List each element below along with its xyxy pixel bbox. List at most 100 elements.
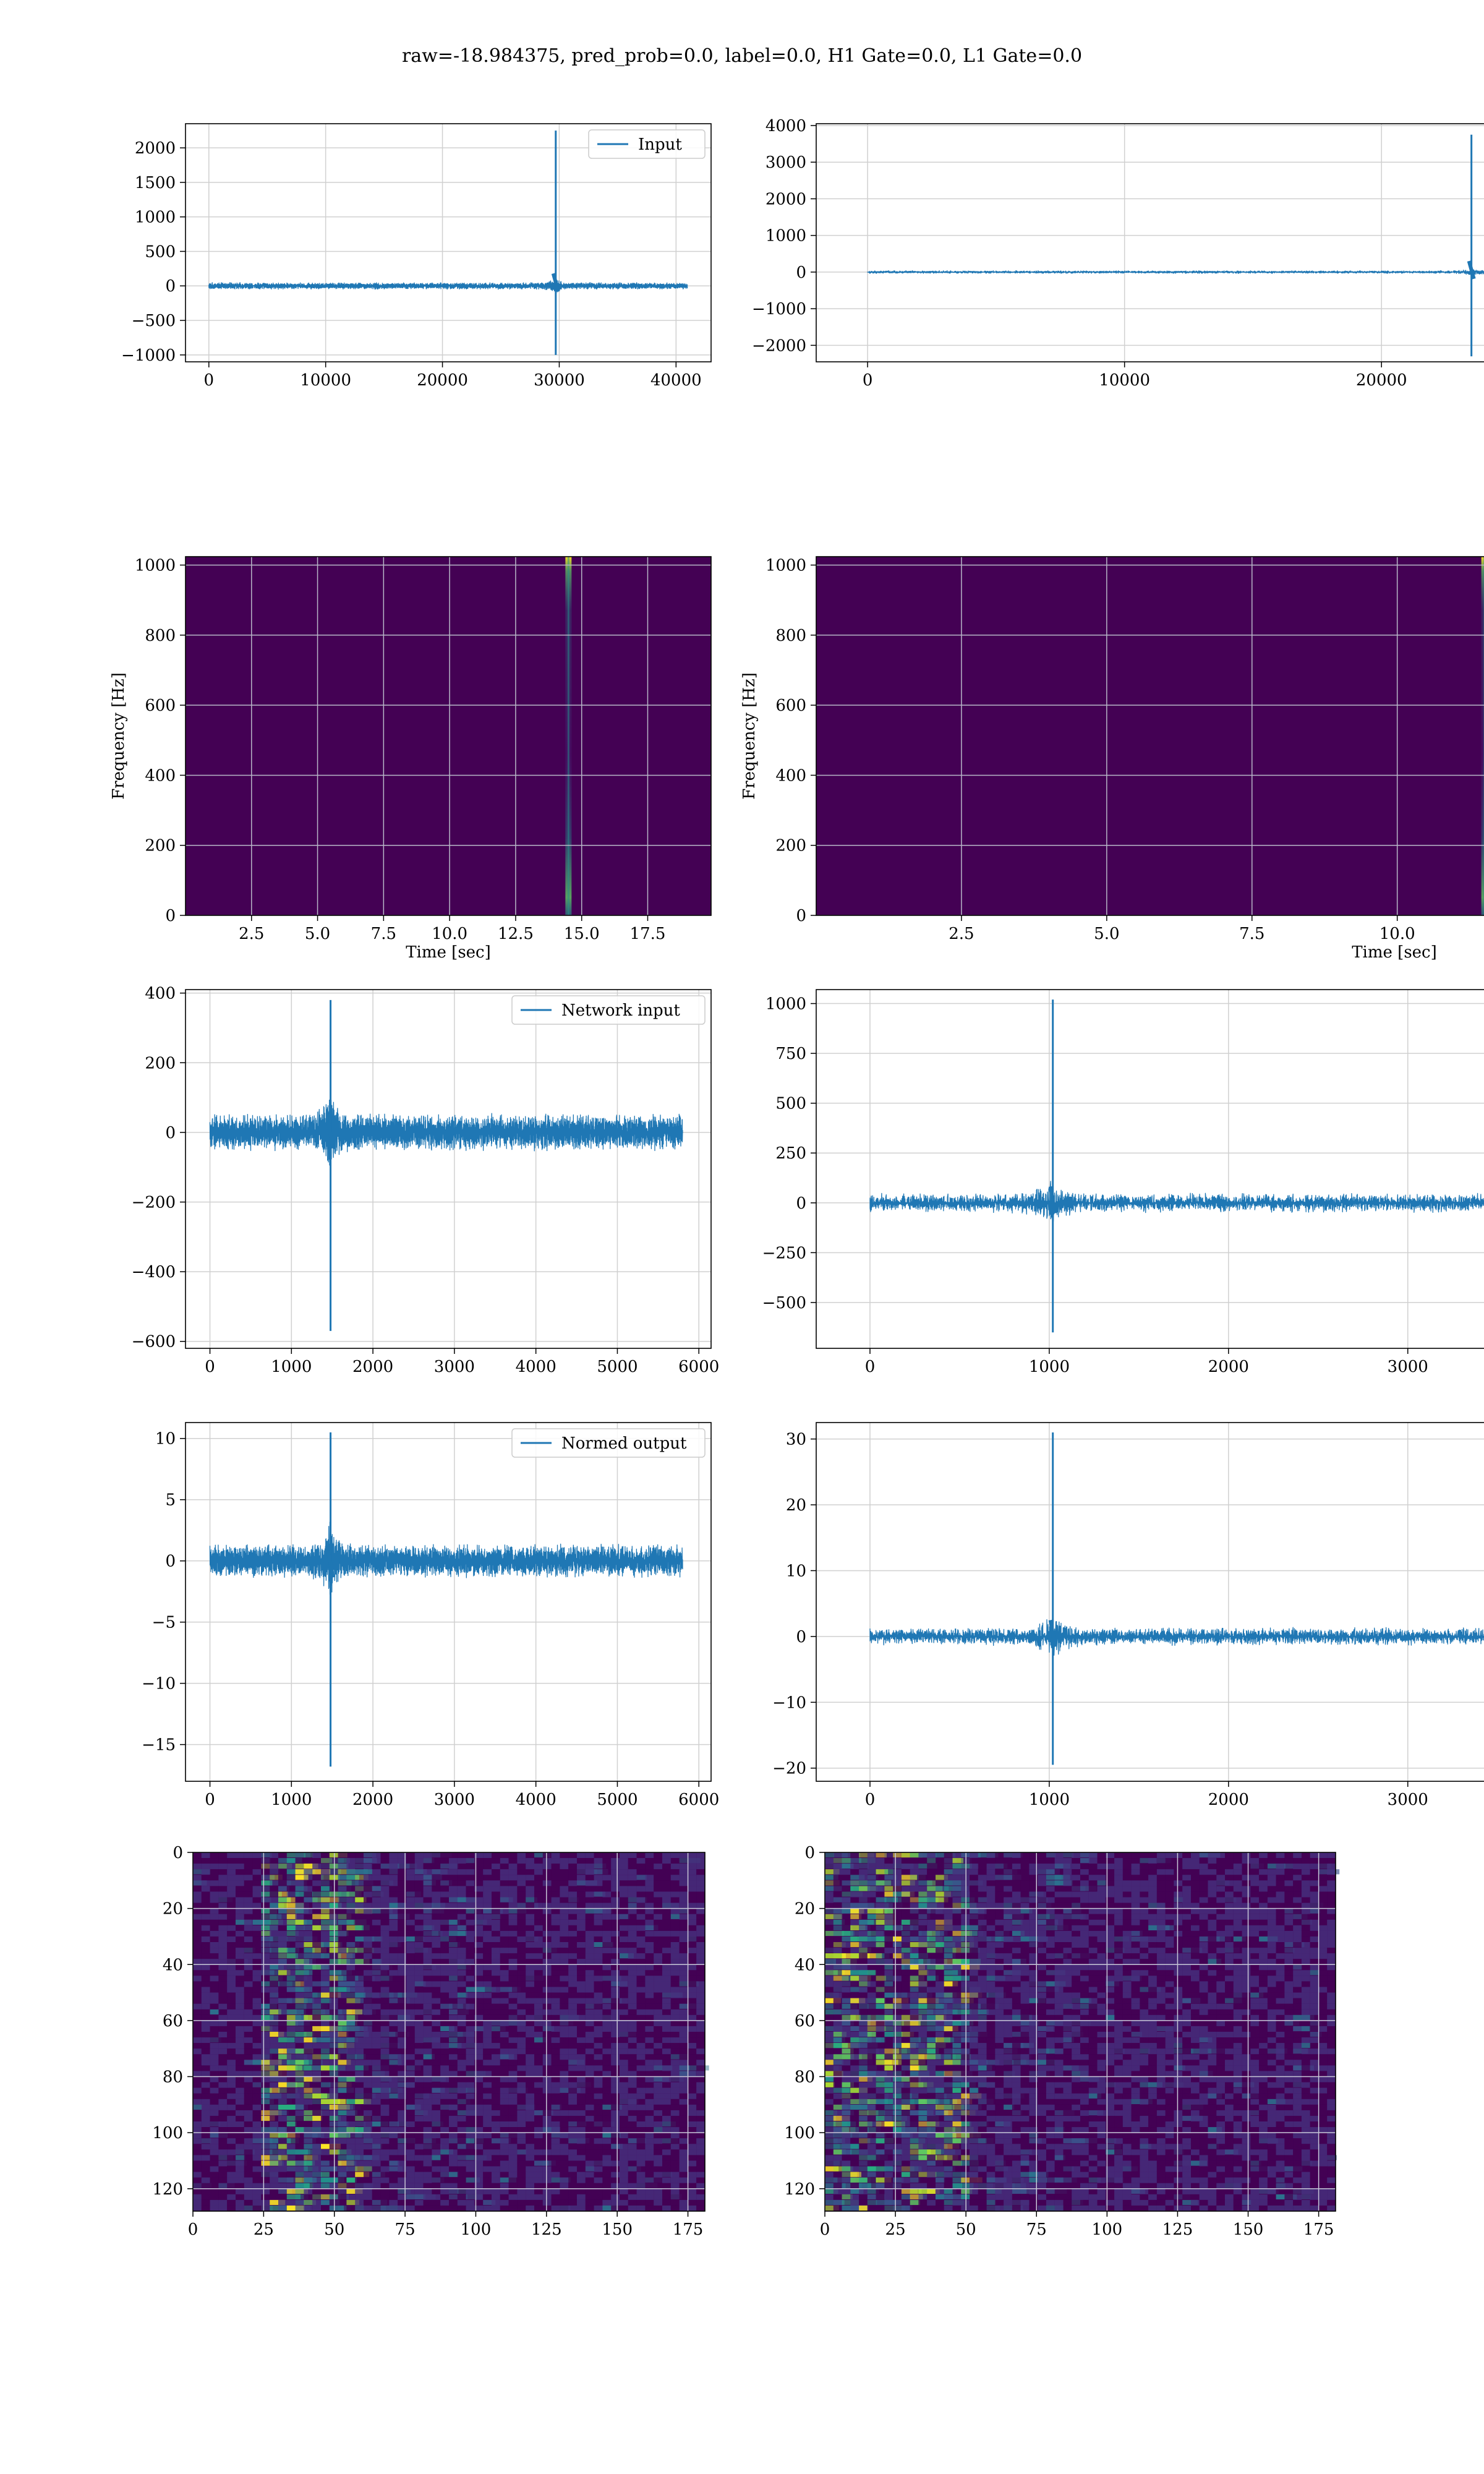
feat_l1-cell	[1267, 1858, 1276, 1864]
feat_h1-cell	[389, 1964, 398, 1971]
feat_h1-cell	[688, 2172, 697, 2178]
feat_l1-cell	[978, 1880, 987, 1886]
feat_h1-cell	[628, 1942, 637, 1948]
feat_h1-cell	[218, 2149, 228, 2155]
feat_h1-cell	[364, 2155, 380, 2160]
feat_l1-cell	[1122, 1914, 1132, 1920]
feat_h1-cell	[244, 2076, 253, 2082]
feat_h1-cell	[252, 2071, 262, 2077]
feat_h1-cell	[517, 1914, 526, 1920]
feat_h1-cell	[304, 2054, 313, 2060]
feat_h1-cell	[423, 1903, 432, 1909]
feat_h1-cell	[628, 1880, 637, 1886]
feat_h1-cell	[440, 1852, 449, 1859]
feat_h1-cell	[474, 2121, 484, 2128]
feat_h1-cell	[611, 1987, 620, 1993]
feat_h1-cell	[560, 2037, 569, 2044]
feat_h1-cell	[568, 2205, 577, 2211]
feat_l1-cell	[1174, 1880, 1183, 1886]
feat_h1-cell	[278, 2149, 287, 2155]
feat_h1-cell	[602, 1992, 612, 1998]
feat_h1-cell	[645, 1942, 654, 1948]
feat_l1-cell	[1276, 1875, 1285, 1881]
feat_h1-cell	[620, 1970, 628, 1976]
input_h1-panel: 0 10000 20000 30000 40000−1000−5000500100015…	[121, 123, 712, 390]
feat_h1-cell	[364, 2054, 372, 2060]
feat_h1-cell	[560, 1981, 569, 1987]
feat_h1-cell	[389, 2048, 398, 2055]
feat_h1-cell	[270, 2037, 278, 2044]
feat_h1-cell	[517, 1930, 526, 1937]
feat_l1-cell	[1327, 1864, 1336, 1870]
feat_h1-cell	[688, 2188, 697, 2194]
feat_h1-cell	[432, 2166, 441, 2172]
feat_l1-cell	[1080, 1858, 1090, 1864]
feat_l1-cell	[1191, 1858, 1200, 1864]
feat_l1-cell	[986, 1908, 996, 1914]
feat_l1-cell	[952, 1858, 963, 1864]
feat_h1-cell	[440, 1919, 457, 1925]
feat_h1-cell	[662, 2003, 671, 2010]
feat_h1-cell	[696, 2104, 705, 2110]
feat_h1-cell	[244, 1925, 253, 1931]
feat_l1-cell	[1250, 1897, 1260, 1903]
feat_l1-cell	[1293, 1875, 1302, 1881]
feat_h1-cell	[670, 1858, 680, 1864]
feat_h1-cell	[227, 2183, 236, 2189]
feat_h1-cell	[398, 2194, 406, 2200]
feat_h1-cell	[645, 1987, 654, 1993]
feat_h1-cell	[380, 2032, 396, 2037]
feat_h1-cell	[500, 1953, 509, 1959]
feat_h1-cell	[321, 2020, 330, 2026]
feat_h1-cell	[346, 2104, 361, 2110]
feat_h1-cell	[236, 2032, 244, 2038]
feat_h1-cell	[406, 2060, 415, 2066]
feat_h1-cell	[688, 1852, 697, 1859]
feat_h1-cell	[517, 1970, 526, 1976]
feat_h1-cell	[577, 1975, 586, 1982]
feat_l1-cell	[1148, 1908, 1157, 1914]
feat_l1-cell	[1106, 1869, 1115, 1875]
feat_h1-cell	[304, 1864, 318, 1869]
feat_h1-cell	[193, 2093, 202, 2099]
feat_h1-cell	[227, 1992, 236, 1998]
feat_h1-cell	[201, 2043, 210, 2049]
feat_h1-cell	[286, 2082, 297, 2087]
feat_h1-cell	[500, 1875, 509, 1881]
feat_h1-cell	[611, 1942, 620, 1948]
feat_h1-cell	[602, 2054, 612, 2060]
feat_l1-cell	[1046, 1886, 1055, 1892]
feat_l1-cell	[1182, 1858, 1191, 1864]
feat_h1-cell	[517, 1953, 526, 1959]
feat_h1-cell	[372, 2043, 381, 2049]
feat_h1-cell	[193, 2127, 202, 2133]
feat_h1-cell	[252, 2172, 262, 2178]
feat_h1-cell	[321, 1998, 331, 2003]
feat_h1-cell	[406, 1975, 415, 1982]
feat_h1-cell	[414, 2093, 429, 2099]
feat_l1-cell	[1038, 1875, 1046, 1881]
feat_h1-cell	[500, 2155, 509, 2161]
feat_h1-cell	[278, 1891, 288, 1897]
feat_h1-cell	[620, 1981, 628, 1987]
feat_h1-cell	[594, 2155, 603, 2161]
feat_h1-cell	[321, 1897, 330, 1903]
feat_h1-cell	[270, 2149, 285, 2155]
feat_h1-cell	[304, 2043, 313, 2049]
feat_h1-cell	[560, 2194, 569, 2200]
feat_h1-cell	[364, 2020, 373, 2026]
feat_h1-cell	[423, 2020, 432, 2026]
feat_h1-cell	[534, 2121, 543, 2128]
feat_h1-cell	[389, 2060, 402, 2065]
feat_l1-cell	[1088, 1869, 1098, 1875]
feat_h1-cell	[389, 1908, 398, 1914]
feat_h1-cell	[236, 1891, 244, 1898]
feat_h1-cell	[654, 2060, 662, 2066]
feat_h1-cell	[364, 1948, 372, 1954]
feat_h1-cell	[312, 2188, 321, 2194]
feat_h1-cell	[329, 1953, 338, 1959]
feat_h1-cell	[620, 2048, 628, 2055]
feat_h1-cell	[534, 2194, 543, 2200]
feat_h1-cell	[654, 2166, 662, 2172]
feat_h1-cell	[398, 1930, 406, 1937]
